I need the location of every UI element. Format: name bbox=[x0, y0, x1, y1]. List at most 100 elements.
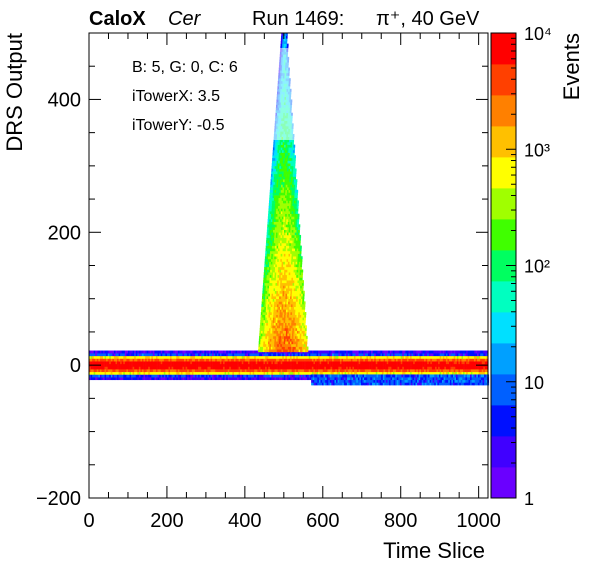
heatmap-cell bbox=[353, 379, 356, 383]
heatmap-cell bbox=[484, 382, 486, 386]
heatmap-cell bbox=[320, 377, 323, 381]
heatmap-cell bbox=[275, 264, 278, 268]
heatmap-cell bbox=[261, 301, 264, 305]
heatmap-cell bbox=[406, 379, 409, 383]
heatmap-cell bbox=[271, 319, 274, 323]
heatmap-cell bbox=[294, 250, 297, 254]
heatmap-cell bbox=[265, 290, 268, 294]
heatmap-cell bbox=[447, 363, 450, 367]
heatmap-cell bbox=[268, 369, 271, 373]
heatmap-cell bbox=[314, 371, 317, 375]
heatmap-cell bbox=[294, 282, 297, 286]
heatmap-cell bbox=[439, 361, 442, 365]
heatmap-cell bbox=[269, 219, 272, 222]
heatmap-cell bbox=[299, 245, 302, 249]
heatmap-cell bbox=[261, 319, 264, 323]
heatmap-cell bbox=[262, 358, 264, 362]
heatmap-cell bbox=[322, 361, 325, 365]
heatmap-cell bbox=[388, 369, 391, 373]
heatmap-cell bbox=[270, 343, 273, 347]
heatmap-cell bbox=[187, 361, 190, 365]
heatmap-cell bbox=[103, 363, 105, 367]
heatmap-cell bbox=[267, 226, 269, 230]
heatmap-cell bbox=[288, 272, 291, 276]
heatmap-cell bbox=[409, 374, 412, 378]
heatmap-cell bbox=[305, 363, 308, 367]
heatmap-cell bbox=[405, 353, 408, 357]
heatmap-cell bbox=[473, 369, 476, 373]
heatmap-cell bbox=[162, 371, 165, 375]
heatmap-cell bbox=[267, 280, 270, 284]
heatmap-cell bbox=[339, 377, 342, 381]
heatmap-cell bbox=[290, 369, 292, 373]
heatmap-cell bbox=[278, 266, 281, 270]
heatmap-cell bbox=[473, 377, 476, 381]
heatmap-cell bbox=[476, 379, 479, 383]
heatmap-cell bbox=[118, 366, 121, 370]
heatmap-cell bbox=[117, 355, 119, 359]
heatmap-cell bbox=[319, 366, 322, 370]
heatmap-cell bbox=[300, 353, 303, 357]
heatmap-cell bbox=[238, 361, 241, 365]
heatmap-cell bbox=[414, 369, 417, 373]
heatmap-cell bbox=[277, 296, 280, 300]
heatmap-cell bbox=[268, 226, 271, 230]
heatmap-cell bbox=[373, 374, 376, 378]
heatmap-cell bbox=[364, 361, 367, 365]
heatmap-cell bbox=[265, 371, 267, 375]
heatmap-cell bbox=[282, 371, 285, 375]
heatmap-cell bbox=[280, 298, 283, 302]
heatmap-cell bbox=[454, 382, 457, 386]
heatmap-cell bbox=[121, 361, 124, 365]
heatmap-cell bbox=[445, 363, 448, 367]
heatmap-cell bbox=[216, 353, 219, 357]
heatmap-cell bbox=[182, 361, 185, 365]
heatmap-cell bbox=[135, 366, 138, 370]
heatmap-cell bbox=[163, 374, 166, 378]
heatmap-cell bbox=[143, 371, 146, 375]
heatmap-cell bbox=[290, 189, 292, 193]
heatmap-cell bbox=[179, 358, 182, 362]
heatmap-cell bbox=[289, 266, 291, 270]
heatmap-cell bbox=[290, 232, 292, 236]
heatmap-cell bbox=[112, 369, 115, 373]
heatmap-cell bbox=[262, 309, 265, 313]
heatmap-cell bbox=[184, 350, 186, 354]
heatmap-cell bbox=[104, 363, 107, 367]
heatmap-cell bbox=[481, 350, 484, 354]
heatmap-cell bbox=[276, 366, 278, 370]
heatmap-cell bbox=[420, 379, 423, 383]
heatmap-cell bbox=[322, 358, 325, 362]
heatmap-cell bbox=[99, 371, 102, 375]
heatmap-cell bbox=[263, 363, 266, 367]
heatmap-cell bbox=[280, 171, 283, 175]
heatmap-cell bbox=[270, 216, 273, 220]
heatmap-cell bbox=[266, 274, 269, 278]
heatmap-cell bbox=[278, 237, 281, 241]
heatmap-cell bbox=[453, 361, 456, 365]
heatmap-cell bbox=[288, 314, 291, 318]
heatmap-cell bbox=[269, 282, 272, 286]
heatmap-cell bbox=[295, 200, 298, 204]
heatmap-cell bbox=[278, 197, 281, 201]
heatmap-cell bbox=[266, 377, 269, 381]
heatmap-cell bbox=[392, 361, 395, 365]
heatmap-cell bbox=[284, 285, 287, 289]
heatmap-cell bbox=[271, 317, 274, 321]
heatmap-cell bbox=[268, 319, 270, 323]
heatmap-cell bbox=[378, 366, 381, 370]
heatmap-cell bbox=[279, 317, 282, 321]
heatmap-cell bbox=[265, 338, 267, 342]
heatmap-cell bbox=[276, 189, 278, 193]
heatmap-cell bbox=[408, 350, 411, 354]
heatmap-cell bbox=[276, 312, 279, 315]
heatmap-cell bbox=[284, 187, 286, 191]
heatmap-cell bbox=[350, 361, 353, 365]
heatmap-cell bbox=[279, 293, 282, 297]
heatmap-cell bbox=[480, 382, 483, 386]
heatmap-cell bbox=[317, 377, 320, 381]
heatmap-cell bbox=[433, 353, 436, 357]
heatmap-cell bbox=[283, 189, 286, 193]
heatmap-cell bbox=[444, 361, 447, 365]
heatmap-cell bbox=[288, 374, 291, 378]
